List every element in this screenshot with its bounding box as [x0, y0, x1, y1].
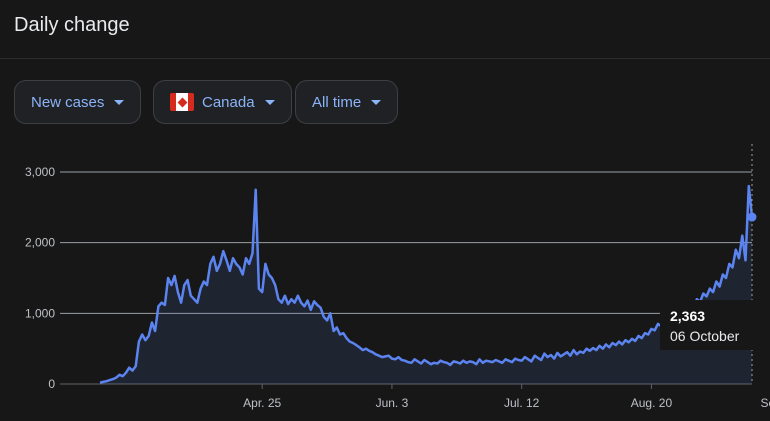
- x-tick-label: Jul. 12: [504, 396, 540, 410]
- country-dropdown-label: Canada: [202, 93, 255, 111]
- chevron-down-icon: [114, 99, 125, 105]
- y-tick-label: 1,000: [25, 306, 55, 320]
- range-dropdown-label: All time: [312, 93, 362, 111]
- country-dropdown[interactable]: Canada: [153, 80, 292, 124]
- canada-flag-icon: [170, 93, 194, 111]
- page-title: Daily change: [14, 14, 130, 36]
- chevron-down-icon: [371, 99, 382, 105]
- metric-dropdown-label: New cases: [31, 93, 105, 111]
- metric-dropdown[interactable]: New cases: [14, 80, 142, 124]
- data-point: [747, 212, 757, 222]
- tooltip-date: 06 October: [670, 328, 740, 344]
- daily-change-chart[interactable]: 0 1,000 2,000 3,000 Apr. 25 Jun. 3 Jul. 12 Aug.…: [0, 130, 770, 421]
- y-tick-label: 3,000: [25, 165, 55, 179]
- divider: [0, 58, 770, 59]
- x-tick-label: Aug. 20: [631, 396, 673, 410]
- chevron-down-icon: [264, 99, 275, 105]
- x-tick-label: Jun. 3: [376, 396, 409, 410]
- x-tick-label: Apr. 25: [243, 396, 281, 410]
- series-line: [99, 184, 754, 384]
- tooltip-value: 2,363: [670, 308, 706, 324]
- series-area: [100, 186, 752, 384]
- y-tick-label: 2,000: [25, 236, 55, 250]
- y-tick-label: 0: [48, 377, 55, 391]
- range-dropdown[interactable]: All time: [295, 80, 399, 124]
- chart-tooltip: 2,363 06 October: [660, 300, 768, 350]
- x-tick-label: Sep. 28: [761, 396, 770, 410]
